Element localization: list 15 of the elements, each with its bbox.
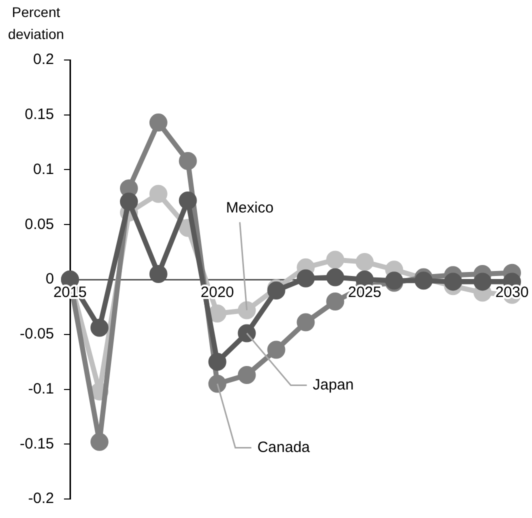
text: Canada <box>257 438 311 456</box>
y-tick-label: 0.1 <box>33 160 54 178</box>
y-tick-label: 0.15 <box>24 106 54 124</box>
y-tick-label: 0 <box>46 270 54 288</box>
x-tick-label: 2025 <box>348 284 382 302</box>
y-tick-label: -0.05 <box>20 326 54 343</box>
y-tick-label: 0.2 <box>33 51 54 68</box>
text: Japan <box>312 376 354 394</box>
y-tick-label: -0.2 <box>28 490 54 508</box>
y-axis-title: Percent deviation <box>8 4 64 42</box>
y-tick-label: -0.1 <box>28 380 54 398</box>
y-tick-label: 0.05 <box>24 216 54 233</box>
text: Mexico <box>226 199 274 216</box>
y-tick-label: -0.15 <box>20 435 54 452</box>
x-tick-label: 2030 <box>495 284 529 302</box>
